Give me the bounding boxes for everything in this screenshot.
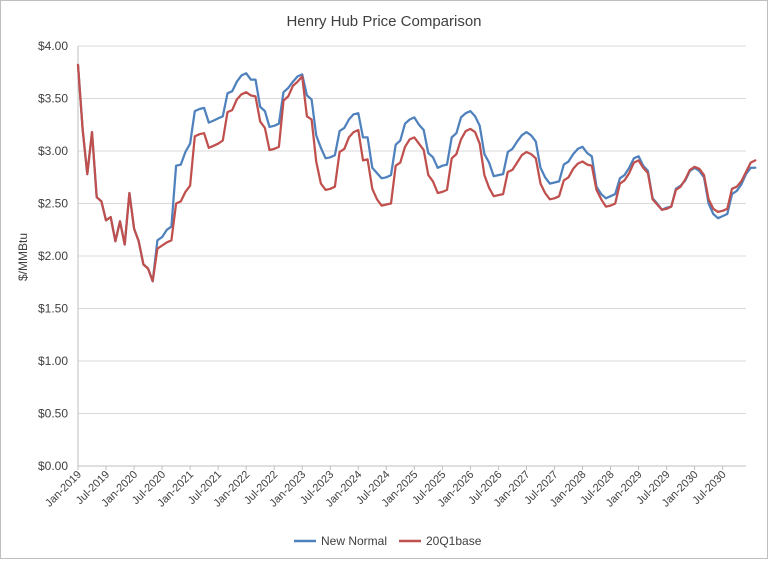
- y-tick-label: $2.50: [38, 197, 68, 211]
- gridlines: [77, 45, 746, 467]
- y-axis-label: $/MMBtu: [16, 233, 30, 281]
- y-tick-label: $0.00: [38, 459, 68, 473]
- y-tick-label: $1.00: [38, 354, 68, 368]
- y-tick-label: $2.00: [38, 249, 68, 263]
- x-axis-ticks: Jan-2019Jul-2019Jan-2020Jul-2020Jan-2021…: [43, 466, 729, 510]
- legend-label: 20Q1base: [426, 534, 482, 548]
- legend-label: New Normal: [321, 534, 387, 548]
- series-line-20q1base: [76, 63, 757, 283]
- y-tick-label: $4.00: [38, 39, 68, 53]
- y-tick-label: $3.00: [38, 144, 68, 158]
- y-tick-label: $0.50: [38, 407, 68, 421]
- series-lines: [76, 63, 757, 283]
- y-tick-label: $1.50: [38, 302, 68, 316]
- y-tick-label: $3.50: [38, 92, 68, 106]
- chart-title: Henry Hub Price Comparison: [286, 13, 481, 30]
- series-line-new-normal: [76, 63, 757, 283]
- y-axis-ticks: $0.00 $0.50 $1.00 $1.50 $2.00 $2.50 $3.00 $3.50…: [38, 39, 68, 473]
- legend: New Normal 20Q1base: [294, 534, 482, 548]
